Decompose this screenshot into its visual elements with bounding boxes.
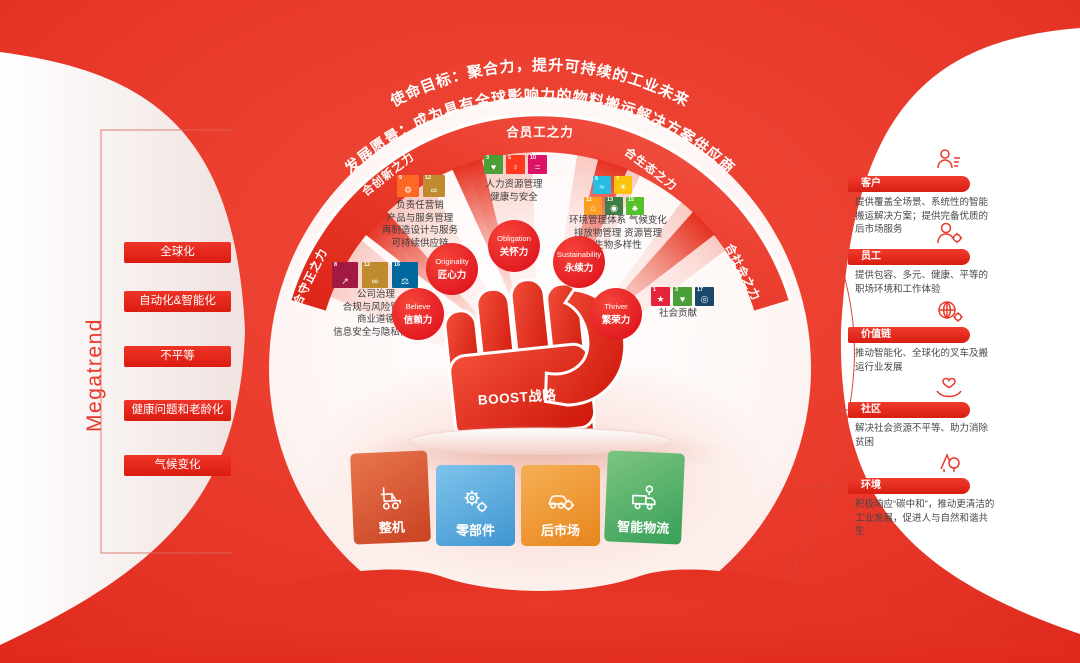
power-en: Obligation [497, 234, 531, 243]
power-en: Originality [435, 257, 469, 266]
power-circle-obligation: Obligation 关怀力 [488, 220, 540, 272]
sdg8-icon: 8 ↗ [332, 262, 358, 288]
stakeholder-desc-customer: 提供覆盖全场景、系统性的智能搬运解决方案；提供完备优质的后市场服务 [855, 197, 989, 235]
sdg1-icon: 1 ★ [651, 287, 670, 306]
topics-employee: 人力资源管理 健康与安全 [485, 179, 543, 203]
sdg7-icon: 7 ☀ [614, 176, 632, 194]
power-en: Believe [405, 302, 431, 311]
sdg-row-ecology-1: 6 ≈ 7 ☀ [593, 176, 635, 194]
stakeholder-pill-community: 社区 [848, 402, 970, 418]
arc-label-employee: 合员工之力 [506, 125, 574, 140]
gears-icon [464, 490, 487, 513]
sdg10-icon: 10 = [528, 155, 547, 174]
stakeholder-pill-employee: 员工 [848, 249, 970, 265]
sdg-row-innovation: 9 ⚙ 12 ∞ [397, 175, 449, 197]
sdg15-icon: 15 ♣ [626, 197, 644, 215]
power-circle-thriver: Thriver 繁荣力 [590, 288, 642, 340]
panel-label: 零部件 [455, 523, 495, 538]
community-icon [936, 377, 962, 398]
megatrend-item-climate: 气候变化 [124, 455, 231, 476]
sdg-row-integrity: 8 ↗ 12 ∞ 16 ⚖ [332, 262, 422, 288]
value-chain-icon [938, 301, 963, 322]
sdg9-icon: 9 ⚙ [397, 175, 419, 197]
power-circle-believe: Believe 信赖力 [392, 288, 444, 340]
sdg11-icon: 11 ⌂ [584, 197, 602, 215]
stakeholder-pill-value-chain: 价值链 [848, 327, 970, 343]
megatrend-item-health-aging: 健康问题和老龄化 [124, 400, 231, 421]
environment-icon [940, 453, 960, 472]
stakeholder-desc-community: 解决社会资源不平等、助力消除贫困 [855, 423, 989, 448]
power-en: Sustainability [556, 250, 602, 259]
sdg12-icon: 12 ∞ [362, 262, 388, 288]
megatrend-bracket [100, 129, 232, 554]
sdg5-icon: 5 ♀ [506, 155, 525, 174]
customer-icon [937, 149, 960, 169]
panel-label: 智能物流 [616, 518, 670, 537]
stakeholder-pill-customer: 客户 [848, 176, 970, 192]
power-cn: 永续力 [564, 263, 594, 274]
sdg12-icon: 12 ∞ [423, 175, 445, 197]
power-cn: 繁荣力 [601, 315, 631, 326]
logistics-truck-icon [631, 485, 656, 510]
bottom-red-wave-tint [0, 569, 1080, 663]
car-gear-icon [547, 495, 574, 511]
megatrend-item-inequality: 不平等 [124, 346, 231, 367]
panel-smart-logistics: 智能物流 [604, 450, 685, 545]
power-circle-originality: Originality 匠心力 [426, 243, 478, 295]
stage-top [408, 427, 672, 455]
stakeholder-desc-value-chain: 推动智能化、全球化的叉车及搬运行业发展 [855, 348, 989, 373]
megatrend-item-globalization: 全球化 [124, 242, 231, 263]
panel-label: 后市场 [540, 523, 580, 538]
topics-ecology: 环境管理体系 气候变化 排放物管理 资源管理 生物多样性 [569, 215, 667, 251]
sdg6-icon: 6 ≈ [593, 176, 611, 194]
power-cn: 信赖力 [403, 315, 433, 326]
wheel-ring [291, 116, 789, 311]
left-white-wedge [0, 52, 245, 645]
stakeholder-pill-environment: 环境 [848, 478, 970, 494]
stakeholder-desc-employee: 提供包容、多元、健康、平等的职场环境和工作体验 [855, 270, 989, 295]
stakeholder-desc-environment: 积极响应“碳中和”，推动更清洁的工业发展，促进人与自然和谐共生 [855, 499, 995, 537]
sdg17-icon: 17 ◎ [695, 287, 714, 306]
sdg3-icon: 3 ♥ [673, 287, 692, 306]
panel-aftermarket: 后市场 [521, 465, 600, 546]
power-en: Thriver [604, 302, 628, 311]
employee-icon [937, 222, 963, 244]
sdg-row-society: 1 ★ 3 ♥ 17 ◎ [651, 287, 717, 306]
power-circle-sustainability: Sustainability 永续力 [553, 236, 605, 288]
panel-complete-vehicle: 整机 [350, 450, 431, 545]
sdg16-icon: 16 ⚖ [392, 262, 418, 288]
topics-society: 社会贡献 [658, 308, 698, 319]
panel-parts: 零部件 [436, 465, 515, 546]
power-cn: 匠心力 [437, 270, 467, 281]
sdg3-icon: 3 ♥ [484, 155, 503, 174]
sdg13-icon: 13 ◉ [605, 197, 623, 215]
panel-label: 整机 [378, 519, 406, 536]
topics-integrity: 公司治理 合规与风险管理 商业道德 信息安全与隐私保护 [333, 289, 419, 338]
megatrend-item-automation: 自动化&智能化 [124, 291, 231, 312]
megatrend-title: Megatrend [83, 318, 106, 432]
sdg-row-employee: 3 ♥ 5 ♀ 10 = [484, 155, 550, 174]
sdg-row-ecology-2: 11 ⌂ 13 ◉ 15 ♣ [584, 197, 647, 215]
power-cn: 关怀力 [499, 247, 529, 258]
forklift-icon [380, 487, 401, 510]
topics-innovation: 负责任营销 产品与服务管理 再制造设计与服务 可持续供应链 [381, 200, 459, 249]
